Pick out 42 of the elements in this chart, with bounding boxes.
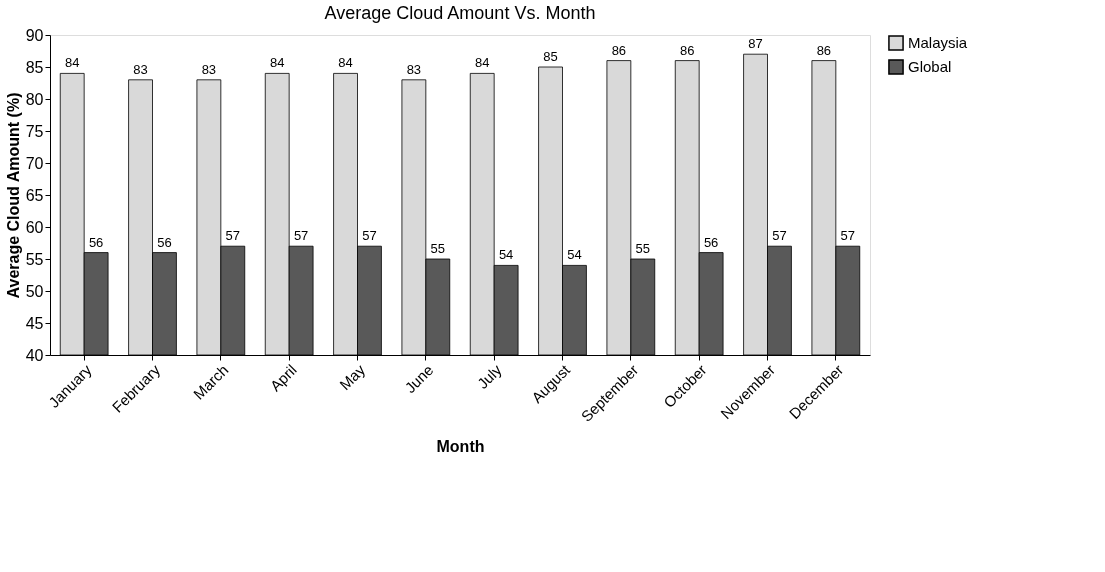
legend-label: Malaysia bbox=[908, 34, 968, 51]
data-label: 57 bbox=[362, 228, 377, 244]
y-tick-label: 80 bbox=[25, 90, 44, 108]
data-label: 56 bbox=[157, 234, 172, 250]
data-label: 54 bbox=[498, 247, 514, 263]
data-label: 87 bbox=[748, 36, 763, 52]
data-label: 83 bbox=[201, 61, 217, 77]
data-label: 55 bbox=[430, 241, 446, 256]
y-tick-label: 50 bbox=[25, 282, 44, 300]
data-label: 57 bbox=[293, 228, 309, 244]
y-tick-label: 60 bbox=[25, 218, 44, 236]
x-axis-title: Month bbox=[436, 437, 485, 455]
data-label: 86 bbox=[611, 42, 627, 58]
data-label: 86 bbox=[816, 42, 832, 58]
data-label: 55 bbox=[635, 241, 651, 256]
x-tick-label: July bbox=[473, 360, 506, 392]
data-label: 84 bbox=[269, 55, 285, 71]
data-label: 86 bbox=[679, 42, 695, 58]
y-axis-title: Average Cloud Amount (%) bbox=[4, 92, 22, 299]
y-tick-label: 90 bbox=[25, 26, 44, 44]
y-tick-label: 40 bbox=[25, 346, 44, 364]
legend-label: Global bbox=[908, 58, 952, 75]
x-tick-label: May bbox=[336, 360, 369, 394]
data-label: 54 bbox=[567, 247, 582, 263]
data-label: 57 bbox=[840, 228, 856, 244]
data-label: 83 bbox=[406, 61, 422, 77]
y-tick-label: 45 bbox=[25, 314, 44, 332]
data-label: 84 bbox=[474, 55, 490, 71]
data-label: 84 bbox=[338, 55, 353, 71]
y-tick-label: 55 bbox=[25, 250, 44, 268]
data-label: 85 bbox=[543, 49, 558, 64]
data-label: 57 bbox=[772, 228, 787, 244]
y-tick-label: 65 bbox=[25, 186, 44, 204]
data-label: 84 bbox=[64, 55, 80, 71]
data-label: 83 bbox=[133, 61, 148, 77]
y-tick-label: 85 bbox=[25, 58, 44, 76]
y-tick-label: 70 bbox=[25, 154, 44, 172]
data-label: 56 bbox=[88, 234, 104, 250]
data-label: 56 bbox=[703, 234, 719, 250]
y-tick-label: 75 bbox=[25, 122, 44, 140]
data-label: 57 bbox=[225, 228, 241, 244]
chart-title: Average Cloud Amount Vs. Month bbox=[324, 3, 596, 23]
